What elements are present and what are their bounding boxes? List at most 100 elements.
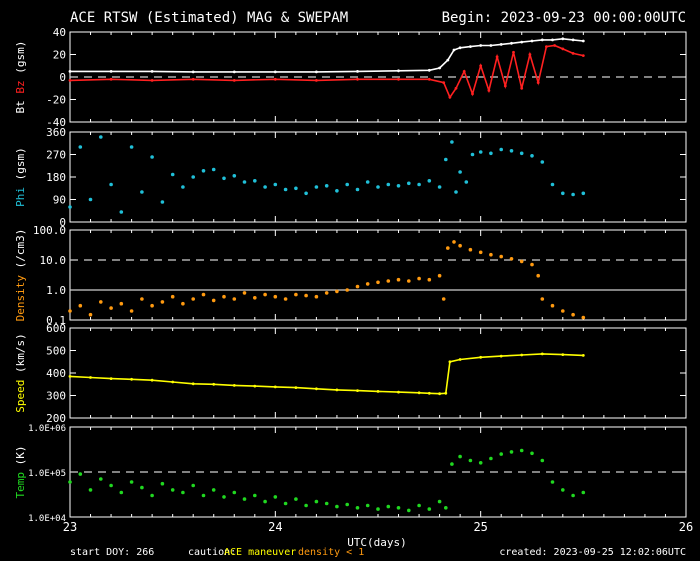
- data-point-speed: [581, 354, 585, 357]
- data-point-temp: [396, 506, 401, 510]
- panels-group: -40 -20 0 20 40 Bt Bz (gsm) 0 90 180 270 360 Phi (g…: [14, 26, 693, 534]
- data-point-phi: [129, 145, 134, 149]
- caution-label: caution:: [188, 547, 236, 558]
- data-point-bt: [427, 68, 431, 72]
- data-point-density: [355, 284, 360, 289]
- data-point-phi: [119, 210, 124, 214]
- data-point-bz: [109, 77, 113, 81]
- data-point-temp: [211, 488, 216, 492]
- data-point-phi: [324, 184, 329, 188]
- data-point-bt: [109, 70, 113, 73]
- created-time: created: 2023-09-25 12:02:06UTC: [499, 547, 686, 558]
- data-point-temp: [450, 462, 454, 466]
- data-point-temp: [191, 483, 195, 488]
- data-point-bt: [561, 37, 565, 41]
- data-point-density: [119, 301, 124, 306]
- data-point-temp: [561, 488, 565, 492]
- data-point-bz: [561, 47, 565, 51]
- y-tick-label-temp: 1.0E+06: [28, 424, 66, 434]
- data-point-density: [365, 282, 370, 286]
- data-point-density: [441, 297, 446, 301]
- data-point-phi: [78, 145, 83, 149]
- y-tick-label-mag: 40: [53, 26, 66, 39]
- data-point-density: [396, 277, 401, 282]
- data-point-density: [407, 279, 411, 283]
- data-point-phi: [150, 155, 154, 159]
- data-point-density: [386, 279, 391, 283]
- data-point-speed: [273, 385, 277, 389]
- data-point-bt: [479, 44, 483, 47]
- data-point-density: [561, 309, 565, 313]
- y-tick-label-density: 1.0: [46, 284, 66, 297]
- data-point-temp: [407, 508, 411, 513]
- y-tick-label-mag: -40: [46, 116, 66, 129]
- data-point-bz: [536, 81, 540, 84]
- data-point-phi: [470, 152, 475, 157]
- data-point-density: [437, 273, 442, 278]
- data-point-temp: [283, 501, 288, 506]
- data-point-temp: [489, 456, 493, 461]
- data-point-temp: [519, 448, 524, 453]
- data-point-density: [263, 292, 267, 297]
- data-point-speed: [315, 387, 318, 391]
- y-tick-label-phi: 90: [53, 194, 66, 207]
- data-point-speed: [479, 355, 483, 359]
- data-point-bz: [487, 89, 491, 92]
- data-point-phi: [450, 140, 454, 144]
- y-tick-label-temp: 1.0E+05: [28, 469, 66, 479]
- data-point-temp: [181, 490, 185, 495]
- data-point-temp: [119, 490, 124, 495]
- data-point-density: [376, 280, 380, 285]
- data-point-phi: [499, 147, 504, 152]
- data-point-speed: [448, 360, 452, 364]
- y-axis-label-temp: Temp (K): [14, 446, 27, 499]
- data-point-bt: [68, 70, 72, 73]
- y-axis-label-part: Density: [14, 275, 27, 322]
- data-point-bt: [356, 70, 359, 73]
- data-point-density: [191, 297, 195, 301]
- data-point-phi: [88, 197, 93, 202]
- data-point-speed: [458, 358, 462, 361]
- data-point-phi: [335, 189, 339, 193]
- data-point-bt: [150, 70, 154, 73]
- data-point-phi: [530, 154, 534, 158]
- data-point-density: [417, 276, 421, 281]
- data-point-temp: [417, 503, 421, 508]
- data-point-bz: [397, 77, 400, 81]
- data-point-bz: [495, 55, 499, 59]
- data-point-density: [427, 277, 432, 282]
- data-point-temp: [160, 481, 165, 486]
- data-point-density: [222, 294, 226, 299]
- data-point-phi: [191, 175, 195, 179]
- data-point-bz: [273, 77, 277, 81]
- data-point-bt: [510, 41, 513, 45]
- data-point-bt: [540, 38, 544, 42]
- data-point-temp: [355, 506, 360, 510]
- data-point-density: [181, 301, 185, 306]
- data-point-bz: [553, 44, 556, 47]
- data-point-temp: [109, 483, 113, 488]
- data-point-temp: [427, 507, 432, 511]
- data-point-phi: [386, 182, 391, 187]
- data-point-density: [211, 298, 216, 303]
- data-point-density: [294, 292, 298, 297]
- data-point-speed: [68, 375, 72, 378]
- data-point-phi: [581, 191, 586, 196]
- y-tick-label-speed: 200: [46, 412, 66, 425]
- data-point-phi: [509, 149, 514, 153]
- data-point-temp: [150, 493, 154, 498]
- data-point-temp: [140, 485, 144, 490]
- data-point-phi: [464, 180, 469, 184]
- data-point-speed: [427, 391, 431, 395]
- data-point-density: [150, 303, 154, 308]
- data-point-speed: [335, 388, 339, 392]
- data-point-phi: [314, 185, 319, 189]
- data-point-bt: [232, 70, 236, 74]
- data-point-speed: [191, 382, 195, 386]
- data-point-speed: [89, 376, 92, 379]
- data-point-density: [99, 300, 103, 304]
- data-point-bz: [479, 64, 483, 68]
- data-point-density: [550, 303, 555, 308]
- data-point-density: [540, 297, 545, 301]
- data-point-temp: [571, 493, 575, 498]
